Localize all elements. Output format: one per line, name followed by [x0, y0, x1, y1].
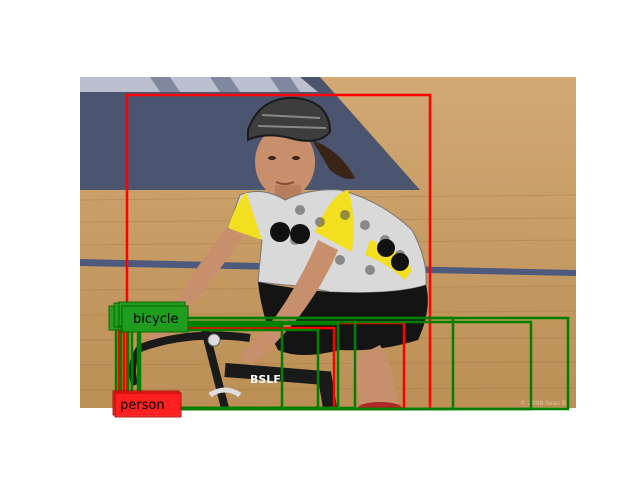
- person-label-tag: [114, 392, 182, 418]
- face: [255, 126, 315, 198]
- person-label-stack: person: [112, 390, 182, 418]
- bicycle-box: [138, 320, 357, 410]
- photo: BSLF © 2008 Sean B: [80, 77, 576, 408]
- right-arm: [240, 240, 338, 366]
- cyclist: [148, 96, 428, 408]
- jersey-sleeve-left: [228, 192, 262, 240]
- helmet: [247, 96, 332, 142]
- jersey-sleeve-right: [315, 190, 354, 252]
- person-label: person: [120, 398, 165, 413]
- bicycle-label-tag: [121, 305, 189, 333]
- jersey: [227, 189, 427, 294]
- svg-text:BSLF: BSLF: [250, 373, 281, 386]
- bicycle-label: bicycle: [133, 312, 178, 327]
- bicycle-label-stack: bicycle: [108, 301, 189, 333]
- watermark: © 2008 Sean B: [520, 400, 566, 407]
- wall-stripe: [80, 77, 318, 92]
- bicycle-boxes: [114, 316, 570, 411]
